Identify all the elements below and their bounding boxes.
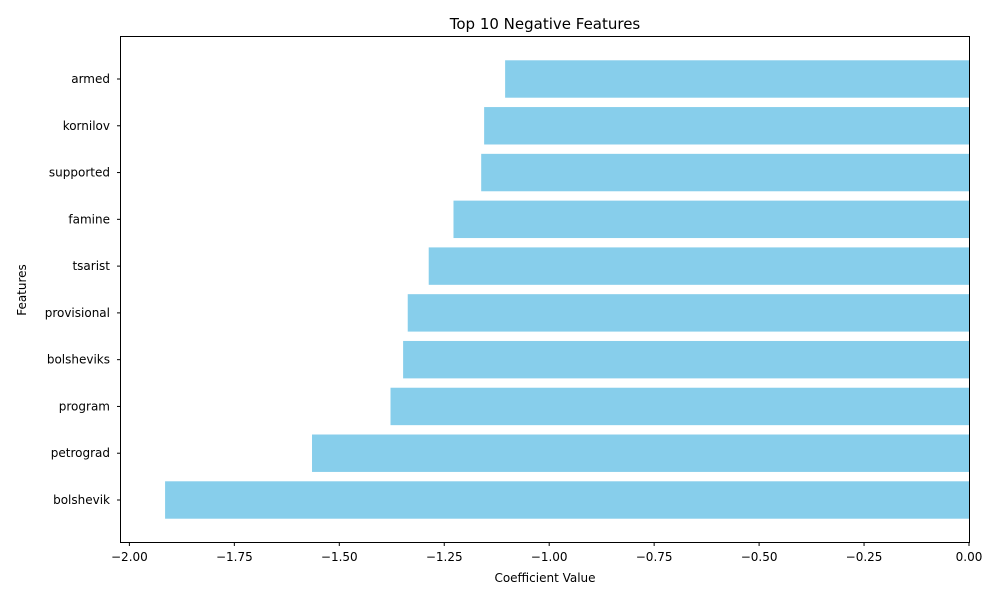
x-axis-label: Coefficient Value xyxy=(494,571,595,585)
x-axis-ticks: −2.00 −1.75 −1.50 −1.25 −1.00 −0.75 −0.50 −0.25… xyxy=(111,542,982,564)
bar-supported xyxy=(481,153,969,192)
y-tick-label: program xyxy=(59,399,110,413)
y-tick-label: supported xyxy=(49,166,110,180)
y-tick-label: provisional xyxy=(45,306,110,320)
y-axis-ticks: bolshevik petrograd program bolsheviks provi… xyxy=(45,72,121,507)
bar-kornilov xyxy=(484,107,969,145)
chart-title: Top 10 Negative Features xyxy=(449,15,641,33)
bar-bolsheviks xyxy=(403,340,969,379)
bar-famine xyxy=(453,200,969,239)
x-tick-label: −1.50 xyxy=(321,550,358,564)
bar-armed xyxy=(505,60,969,98)
y-tick-label: famine xyxy=(68,212,110,226)
x-tick-label: −0.50 xyxy=(741,550,778,564)
y-tick-label: bolshevik xyxy=(53,493,110,507)
x-tick-label: −1.25 xyxy=(426,550,463,564)
y-tick-label: kornilov xyxy=(63,119,110,133)
y-tick-label: petrograd xyxy=(51,446,110,460)
bars-group xyxy=(165,60,970,519)
x-tick-label: 0.00 xyxy=(956,550,983,564)
x-tick-label: −0.75 xyxy=(636,550,673,564)
x-tick-label: −1.00 xyxy=(531,550,568,564)
y-axis-label: Features xyxy=(15,264,29,316)
bar-petrograd xyxy=(312,434,969,472)
bar-provisional xyxy=(407,294,970,332)
y-tick-label: tsarist xyxy=(72,259,110,273)
bar-tsarist xyxy=(428,247,969,285)
x-tick-label: −0.25 xyxy=(846,550,883,564)
plot-frame xyxy=(120,36,970,543)
bar-program xyxy=(390,387,969,426)
y-tick-label: bolsheviks xyxy=(47,353,110,367)
x-tick-label: −2.00 xyxy=(111,550,148,564)
x-tick-label: −1.75 xyxy=(216,550,253,564)
bar-bolshevik xyxy=(165,481,969,519)
y-tick-label: armed xyxy=(71,72,110,86)
